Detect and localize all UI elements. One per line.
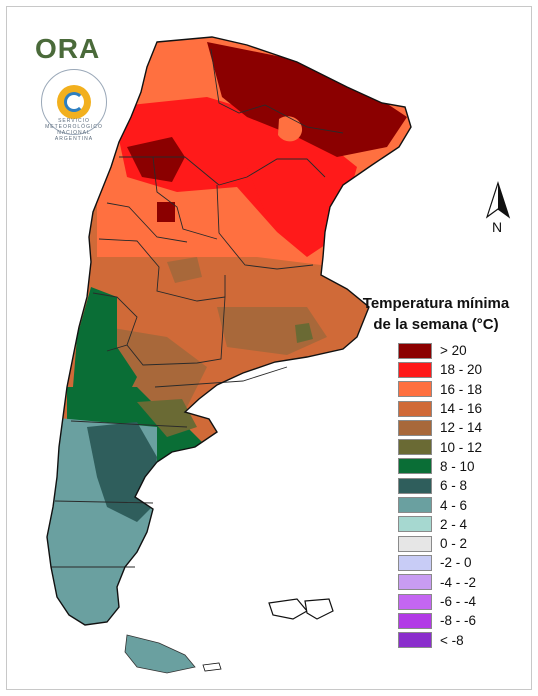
smn-seal: SERVICIO METEOROLÓGICO NACIONAL ARGENTIN… <box>41 69 107 142</box>
legend-swatch <box>398 342 432 359</box>
legend-item: 10 - 12 <box>398 437 529 456</box>
legend-item: 4 - 6 <box>398 495 529 514</box>
legend-item: > 20 <box>398 341 529 360</box>
legend-label: 6 - 8 <box>440 478 468 494</box>
map-frame: ORA SERVICIO METEOROLÓGICO NACIONAL ARGE… <box>6 6 532 690</box>
legend-label: < -8 <box>440 632 464 648</box>
legend-label: -2 - 0 <box>440 555 472 571</box>
legend-label: 2 - 4 <box>440 516 468 532</box>
legend-item: -4 - -2 <box>398 573 529 592</box>
legend-title-line2: de la semana (°C) <box>373 316 499 333</box>
legend-label: 18 - 20 <box>440 362 483 378</box>
legend-label: > 20 <box>440 343 467 359</box>
tierra-del-fuego <box>124 634 196 674</box>
legend-title: Temperatura mínima de la semana (°C) <box>343 293 529 335</box>
country-outline <box>46 36 412 626</box>
legend-swatch <box>398 477 432 494</box>
legend-item: 6 - 8 <box>398 476 529 495</box>
legend-item: 12 - 14 <box>398 418 529 437</box>
province-boundaries <box>51 48 344 568</box>
north-arrow-icon <box>485 181 511 219</box>
seal-c-icon <box>64 92 84 112</box>
legend-label: 14 - 16 <box>440 401 483 417</box>
legend-label: 12 - 14 <box>440 420 483 436</box>
legend-swatch <box>398 554 432 571</box>
legend-label: -4 - -2 <box>440 574 477 590</box>
legend-swatch <box>398 497 432 514</box>
ora-logo-text: ORA <box>35 33 101 64</box>
legend-swatch <box>398 419 432 436</box>
legend-swatch <box>398 439 432 456</box>
legend-label: -6 - -4 <box>440 594 477 609</box>
islands-outline-west <box>268 598 308 620</box>
legend-label: 8 - 10 <box>440 458 475 474</box>
legend-items: > 20 18 - 20 16 - 18 14 - 16 12 - 14 10 - 12 8… <box>398 341 529 650</box>
legend-item: -8 - -6 <box>398 611 529 630</box>
legend-label: 16 - 18 <box>440 381 483 397</box>
legend-title-line1: Temperatura mínima <box>362 295 510 312</box>
legend-swatch <box>398 574 432 591</box>
legend-item: 0 - 2 <box>398 534 529 553</box>
north-label: N <box>492 219 503 235</box>
temperature-map <box>46 36 412 674</box>
legend-item: 2 - 4 <box>398 515 529 534</box>
legend-item: -6 - -4 <box>398 592 529 611</box>
islet-outline <box>202 662 222 672</box>
legend-swatch <box>398 612 432 629</box>
legend-label: 4 - 6 <box>440 497 468 513</box>
legend-swatch <box>398 400 432 417</box>
legend-swatch <box>398 535 432 552</box>
legend-label: 10 - 12 <box>440 439 483 455</box>
legend-item: 16 - 18 <box>398 380 529 399</box>
legend-item: -2 - 0 <box>398 553 529 572</box>
legend-swatch <box>398 516 432 533</box>
legend-label: 0 - 2 <box>440 536 468 552</box>
legend-swatch <box>398 632 432 649</box>
legend-swatch <box>398 381 432 398</box>
legend-label: -8 - -6 <box>440 613 477 629</box>
legend-swatch <box>398 361 432 378</box>
legend-item: 14 - 16 <box>398 399 529 418</box>
legend-item: < -8 <box>398 630 529 649</box>
legend-item: 18 - 20 <box>398 360 529 379</box>
islands-outline-east <box>304 598 334 620</box>
legend-item: 8 - 10 <box>398 457 529 476</box>
legend: Temperatura mínima de la semana (°C) > 2… <box>343 293 529 650</box>
legend-swatch <box>398 458 432 475</box>
legend-swatch <box>398 593 432 610</box>
seal-text: SERVICIO METEOROLÓGICO NACIONAL ARGENTIN… <box>45 118 103 142</box>
ora-logo: ORA <box>35 33 100 65</box>
